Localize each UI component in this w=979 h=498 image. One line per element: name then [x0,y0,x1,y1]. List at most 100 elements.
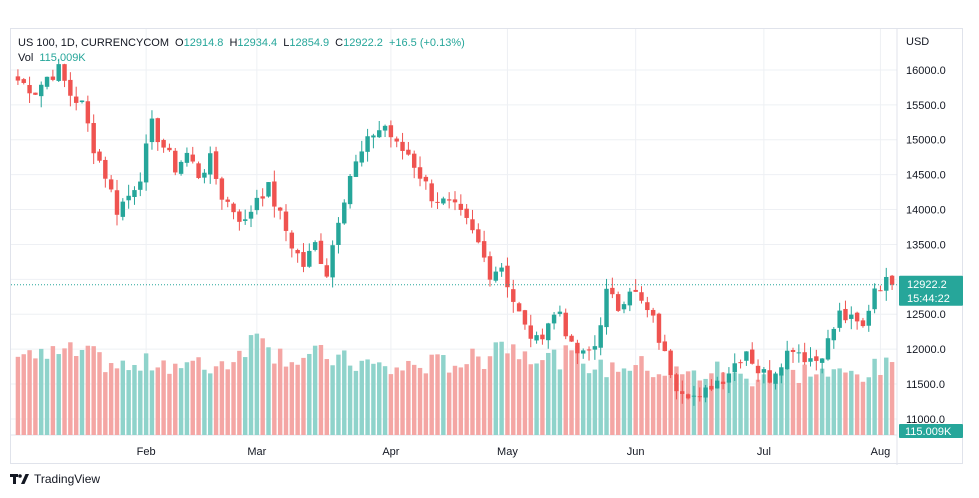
candle-body [318,240,324,264]
volume-label: Vol [18,52,34,64]
candle-body [62,64,67,81]
volume-bar [843,372,848,435]
volume-bar [470,348,475,435]
candle-body [208,153,213,175]
candle-body [802,352,807,363]
candle-body [639,292,644,301]
volume-bar [79,349,85,435]
candle-body [103,159,108,179]
volume-bar [417,367,423,435]
last-price-label: 12922.2 [907,279,947,291]
volume-bar [586,373,592,435]
candle-body [406,149,411,155]
volume-bar [318,344,324,435]
volume-bar [528,364,533,435]
volume-bar [464,364,469,435]
low-label: L [283,37,290,49]
currency-label: USD [906,36,929,48]
candle-body [773,373,778,384]
candle-body [884,276,889,291]
volume-bar [889,362,895,435]
brand-name[interactable]: TradingView [34,472,101,486]
candle-body [33,92,38,95]
candle-body [744,351,749,361]
candle-body [499,267,504,272]
candle-body [231,203,236,213]
candle-body [132,190,137,197]
x-tick-label: May [497,446,518,458]
candle-body [837,310,842,328]
candle-body [301,252,306,267]
candle-body [21,79,26,83]
volume-bar [44,358,50,435]
volume-bar [91,346,96,435]
volume-bar [656,374,662,435]
volume-bar [755,379,761,435]
volume-bar [744,378,749,435]
volume-bar [184,362,190,435]
candle-body [779,367,784,376]
x-tick-label: Jun [627,446,645,458]
candle-body [202,172,207,178]
volume-bar [534,363,539,435]
candle-body [417,167,423,179]
candle-body [120,201,126,217]
candle-body [213,151,219,179]
candle-body [56,64,61,81]
tradingview-logo-icon[interactable] [10,473,30,485]
volume-bar [411,364,417,435]
candle-body [219,178,225,200]
candlestick-chart[interactable]: 16000.0 15500.0 15000.0 14500.0 14000.0 13500… [11,29,964,465]
volume-bar [814,374,819,435]
volume-bar [283,366,289,435]
candle-body [307,250,312,267]
candle-body [674,374,679,392]
y-tick-label: 15000.0 [906,135,946,147]
candle-body [604,288,609,328]
countdown-label: 15:44:22 [907,293,950,305]
volume-bar [73,356,79,435]
volume-bar [872,358,877,435]
volume-bar [458,367,464,435]
candle-body [342,202,347,224]
volume-bar [371,363,376,435]
volume-bar [790,369,796,435]
volume-bar [50,346,56,435]
candle-body [458,203,464,210]
volume-bar [476,356,481,435]
volume-bar [621,368,627,435]
volume-bar [825,376,831,435]
last-price-tag [899,275,963,306]
candle-body [697,396,702,398]
volume-bar [511,344,516,435]
candle-body [277,207,283,211]
volume-bar [452,365,458,435]
candle-body [50,76,56,80]
volume-bar [703,378,708,435]
volume-bar [662,375,668,435]
symbol-title[interactable]: US 100, 1D, CURRENCYCOM [18,37,169,49]
volume-bar [516,359,522,435]
candle-body [423,176,429,182]
volume-bar [336,354,341,435]
candle-body [173,150,178,173]
candle-body [540,334,545,340]
volume-bar [307,353,312,435]
candle-body [621,304,627,310]
candle-body [726,373,732,383]
volume-bar [831,369,837,435]
volume-bar [56,354,61,435]
candle-body [738,362,743,364]
volume-bar [149,370,155,435]
volume-bar [685,371,691,435]
candle-body [598,325,603,348]
candle-body [155,118,160,143]
candle-body [190,154,195,162]
volume-bar [167,373,172,435]
candle-body [732,363,737,373]
candle-body [808,358,813,362]
candle-body [516,303,522,312]
volume-bar [242,357,248,435]
candle-body [662,341,668,352]
volume-bar [266,347,271,435]
